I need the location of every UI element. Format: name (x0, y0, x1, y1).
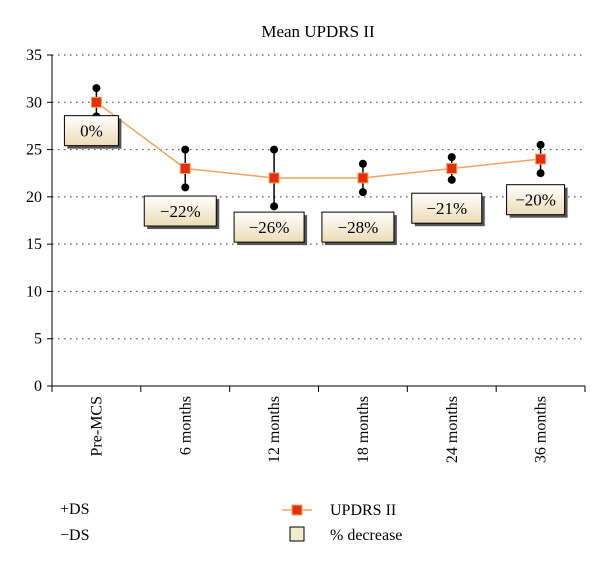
percent-label-3: −28% (338, 218, 379, 237)
plus-ds-point-0 (92, 84, 101, 93)
y-tick-label-5: 5 (34, 331, 42, 348)
percent-box-3 (321, 211, 395, 243)
y-tick-label-35: 35 (26, 47, 42, 64)
percent-label-2: −26% (249, 218, 290, 237)
percent-box-2 (233, 211, 305, 243)
y-tick-label-10: 10 (26, 283, 42, 300)
plus-ds-point-2 (270, 145, 279, 154)
percent-label-5: −20% (515, 191, 556, 210)
minus-ds-point-2 (270, 202, 279, 211)
legend-plus-ds: +DS (60, 501, 89, 518)
legend-minus-ds: −DS (60, 527, 89, 544)
y-ticks: 0 5 10 15 20 25 30 35 (26, 47, 52, 395)
series-point-1 (179, 162, 191, 174)
legend-series-label: UPDRS II (330, 502, 396, 519)
series-line (95, 101, 541, 179)
series-updrs-ii (90, 96, 547, 184)
plus-ds-point-5 (536, 140, 545, 149)
series-point-2 (268, 172, 280, 184)
axes (51, 55, 585, 387)
minus-ds-point-1 (181, 183, 190, 192)
series-point-4 (446, 162, 458, 174)
percent-box-5 (506, 184, 566, 216)
y-tick-label-25: 25 (26, 142, 42, 159)
legend: +DS −DS UPDRS II % decrease (60, 501, 402, 544)
x-tick-label-4: 24 months (444, 396, 461, 463)
x-tick-label-2: 12 months (266, 396, 283, 463)
series-point-0 (90, 96, 102, 108)
y-tick-label-20: 20 (26, 189, 42, 206)
y-tick-label-0: 0 (34, 378, 42, 395)
percent-box-4 (411, 192, 483, 224)
plus-ds-point-1 (181, 145, 190, 154)
x-tick-label-0: Pre-MCS (88, 396, 105, 456)
x-tick-label-3: 18 months (355, 396, 372, 463)
legend-series-swatch (282, 504, 312, 516)
x-tick-label-5: 36 months (533, 396, 550, 463)
series-point-3 (357, 172, 369, 184)
minus-ds-point-5 (536, 169, 545, 178)
y-tick-label-15: 15 (26, 236, 42, 253)
percent-boxes: 0% −22% −26% −28% −21% −20% (63, 115, 568, 246)
percent-label-1: −22% (160, 202, 201, 221)
series-point-5 (535, 153, 547, 165)
percent-box-1 (143, 195, 217, 227)
legend-box-label: % decrease (330, 527, 402, 544)
percent-label-4: −21% (426, 199, 467, 218)
plus-ds-point-4 (447, 153, 456, 162)
percent-box-0 (63, 115, 119, 147)
x-ticks: Pre-MCS 6 months 12 months 18 months 24 mont… (51, 386, 586, 463)
percent-label-0: 0% (80, 122, 103, 141)
plus-ds-point-3 (358, 159, 367, 168)
legend-box-swatch (289, 526, 305, 542)
grid (52, 54, 585, 340)
y-tick-label-30: 30 (26, 94, 42, 111)
chart-title: Mean UPDRS II (261, 22, 375, 41)
minus-ds-point-4 (447, 175, 456, 184)
minus-ds-point-3 (358, 188, 367, 197)
x-tick-label-1: 6 months (177, 396, 194, 455)
ds-bars (92, 84, 545, 211)
